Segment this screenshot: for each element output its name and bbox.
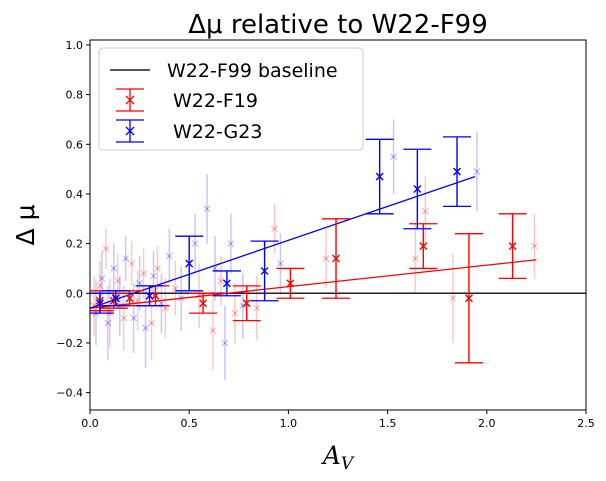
g23-point [165,228,173,284]
g23-point [150,251,157,301]
legend-g23-label: W22-G23 [173,121,262,143]
y-tick-label: 1.0 [66,39,84,52]
g23-binned-point [175,235,204,292]
legend-baseline-label: W22-F99 baseline [167,60,338,82]
f19-point [217,256,225,306]
g23-point [104,285,112,361]
y-axis-label: Δ μ [11,204,40,245]
f19-point [102,228,110,269]
f19-point [411,223,419,294]
f19-binned-point [498,213,527,280]
g23-binned-point [135,285,164,307]
f19-point [161,278,169,338]
y-tick-label: −0.2 [56,337,83,350]
y-tick-label: 0.8 [66,89,84,102]
x-tick-label: 1.0 [280,417,298,430]
g23-point [122,236,130,281]
g23-point [191,213,199,274]
f19-point [209,290,217,371]
f19-binned-point [454,233,483,364]
g23-point [130,283,138,353]
f19-point [253,275,261,341]
x-tick-label: 0.0 [81,417,99,430]
g23-binned-point [443,136,472,208]
f19-point [154,246,161,291]
g23-point [390,119,397,194]
g23-point [203,174,211,244]
g23-binned-point [90,292,114,314]
g23-binned-point [250,240,279,302]
x-tick-label: 0.5 [180,417,198,430]
x-axis-label: AV [321,441,355,474]
g23-point [98,251,106,306]
g23-binned-point [101,290,130,307]
x-axis-label-main: A [321,441,341,470]
y-tick-label: 0.2 [66,238,84,251]
f19-point [449,253,457,343]
g23-point [227,213,235,274]
chart-title: Δμ relative to W22-F99 [188,10,488,40]
x-tick-label: 2.0 [478,417,496,430]
legend-f19-label: W22-F19 [173,90,258,112]
y-tick-label: 0.4 [66,188,84,201]
f19-point [530,213,538,279]
g23-binned-point [403,148,432,230]
plot-frame [89,39,587,411]
f19-binned-point [322,218,351,299]
g23-binned-point [365,138,394,215]
g23-point [473,131,481,212]
points-layer [90,119,538,381]
g23-binned-point [212,270,241,297]
x-tick-label: 1.5 [379,417,397,430]
f19-point [421,176,429,247]
x-axis-label-sub: V [341,454,355,474]
f19-point [171,261,179,316]
legend-f19-swatch [116,88,144,112]
binned-layer [90,136,527,364]
x-tick-label: 2.5 [577,417,595,430]
legend-frame [98,47,364,151]
g23-point [110,243,118,294]
y-tick-label: −0.4 [56,387,83,400]
g23-point [221,305,229,381]
g23-point [239,273,247,338]
g23-point [142,288,149,368]
f19-point [322,228,330,289]
legend-g23-swatch [116,119,144,143]
legend: W22-F99 baseline W22-F19 W22-G23 [98,47,364,151]
f19-binned-point [189,292,218,314]
y-tick-label: 0.6 [66,138,84,151]
f19-point [128,241,136,286]
f19-binned-point [276,267,305,299]
f19-fit-line [90,259,537,309]
ticks-layer: 0.0 0.5 1.0 1.5 2.0 2.5 −0.4 −0.2 0.0 0.2 0.4 0.6 0.… [56,39,594,430]
fits-layer [90,175,586,309]
f19-binned-point [232,285,261,322]
y-tick-label: 0.0 [66,287,84,300]
f19-binned-point [409,223,438,270]
